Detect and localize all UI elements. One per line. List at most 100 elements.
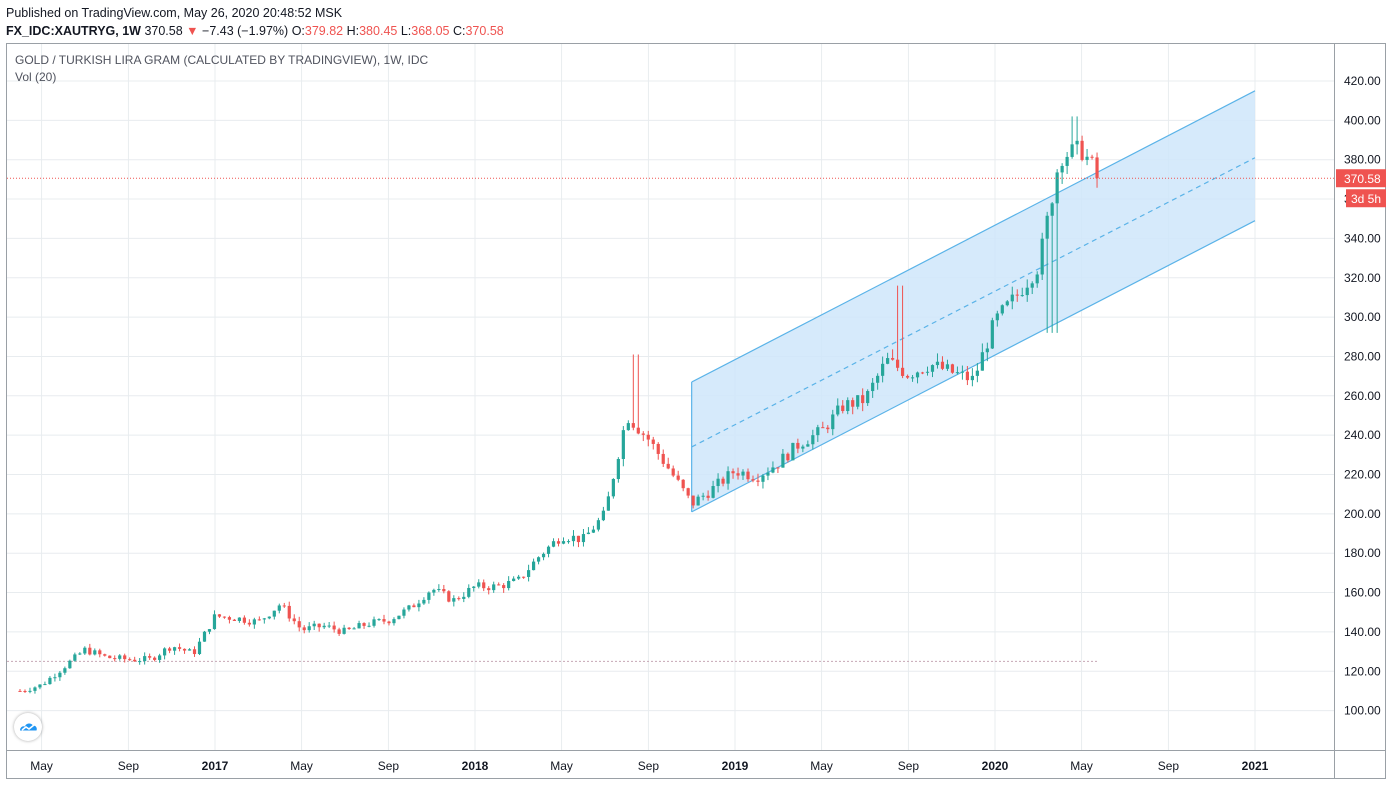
candle-body — [527, 570, 531, 577]
candle-body — [302, 627, 306, 631]
chart-title: GOLD / TURKISH LIRA GRAM (CALCULATED BY … — [15, 53, 429, 67]
candle-body — [138, 661, 142, 663]
candle-body — [676, 475, 680, 480]
x-axis-tick-label: May — [550, 759, 573, 773]
candle-body — [611, 479, 615, 497]
candle-body — [566, 541, 571, 543]
candle-body — [113, 658, 117, 660]
candle-body — [671, 468, 675, 476]
down-arrow-icon: ▼ — [186, 24, 199, 38]
candle-body — [910, 377, 915, 379]
candle-body — [1080, 140, 1084, 160]
candle-body — [771, 467, 775, 473]
y-axis-tick-label: 340.00 — [1344, 231, 1381, 245]
candle-body — [1020, 295, 1024, 297]
volume-indicator-label[interactable]: Vol (20) — [15, 70, 57, 84]
candle-body — [317, 623, 321, 628]
tradingview-logo-icon[interactable] — [14, 713, 42, 741]
chart-frame[interactable] — [6, 43, 1386, 779]
candle-body — [686, 488, 690, 496]
candle-body — [377, 619, 381, 621]
channel-middle-line — [691, 157, 1256, 448]
candle-body — [497, 584, 501, 586]
candle-body — [227, 617, 232, 620]
channel-lower-line — [691, 220, 1256, 513]
candle-body — [282, 605, 286, 607]
x-axis-tick-label: 2021 — [1242, 759, 1269, 773]
candle-body — [1085, 156, 1089, 160]
candle-body — [940, 361, 945, 369]
candle-body — [900, 367, 905, 376]
y-axis-tick-label: 280.00 — [1344, 349, 1381, 363]
candle-body — [826, 427, 830, 430]
candle-body — [342, 627, 346, 634]
candle-body — [691, 495, 695, 506]
candle-body — [930, 365, 935, 372]
candle-body — [975, 370, 979, 376]
candle-body — [327, 625, 331, 627]
candle-body — [1050, 203, 1054, 216]
candle-body — [502, 585, 506, 589]
candle-body — [571, 535, 576, 542]
candle-body — [38, 684, 42, 688]
candle-body — [761, 475, 765, 482]
candle-body — [1055, 172, 1059, 204]
candle-body — [43, 684, 47, 686]
candle-body — [851, 400, 855, 407]
candle-body — [1045, 215, 1049, 239]
x-axis-tick-label: May — [810, 759, 833, 773]
last-price-tag — [1336, 169, 1386, 188]
candle-body — [237, 617, 241, 621]
candle-body — [28, 690, 32, 692]
candle-body — [153, 657, 157, 660]
low-label: L: — [400, 24, 412, 38]
candle-body — [970, 375, 974, 381]
candle-body — [581, 534, 586, 543]
candle-body — [1060, 165, 1064, 173]
candle-body — [187, 649, 192, 651]
candle-body — [920, 372, 925, 374]
y-axis-tick-label: 140.00 — [1344, 625, 1381, 639]
candle-body — [861, 395, 865, 404]
candle-body — [93, 650, 97, 655]
candle-body — [422, 599, 426, 604]
candle-body — [631, 423, 635, 428]
candle-body — [561, 541, 566, 544]
candle-body — [247, 622, 251, 625]
candle-body — [985, 348, 989, 353]
candle-body — [960, 371, 965, 373]
candle-body — [128, 659, 132, 661]
y-axis-tick-label: 240.00 — [1344, 428, 1381, 442]
candle-body — [133, 659, 137, 662]
candle-body — [222, 616, 227, 618]
candle-body — [33, 687, 37, 691]
candle-body — [402, 609, 406, 616]
candle-body — [736, 473, 740, 476]
candle-body — [482, 582, 486, 589]
candle-body — [457, 598, 461, 600]
candle-body — [487, 588, 491, 591]
candle-body — [1010, 294, 1014, 302]
candle-body — [73, 654, 77, 661]
candle-body — [751, 479, 755, 481]
candle-body — [417, 603, 421, 608]
candle-body — [831, 414, 835, 430]
candle-body — [786, 453, 790, 461]
published-line: Published on TradingView.com, May 26, 20… — [6, 6, 343, 20]
candle-body — [646, 434, 650, 440]
candle-body — [192, 649, 197, 655]
candle-body — [925, 371, 930, 373]
candle-body — [477, 582, 481, 587]
candle-body — [143, 656, 147, 662]
y-axis-tick-label: 400.00 — [1344, 113, 1381, 127]
candle-body — [118, 655, 122, 659]
candle-body — [68, 660, 72, 669]
candle-body — [811, 435, 815, 445]
x-axis-tick-label: May — [290, 759, 313, 773]
candle-body — [661, 453, 665, 464]
price-change: −7.43 (−1.97%) — [202, 24, 289, 38]
candle-body — [332, 625, 336, 630]
candle-body — [48, 677, 52, 685]
candle-body — [641, 433, 645, 435]
